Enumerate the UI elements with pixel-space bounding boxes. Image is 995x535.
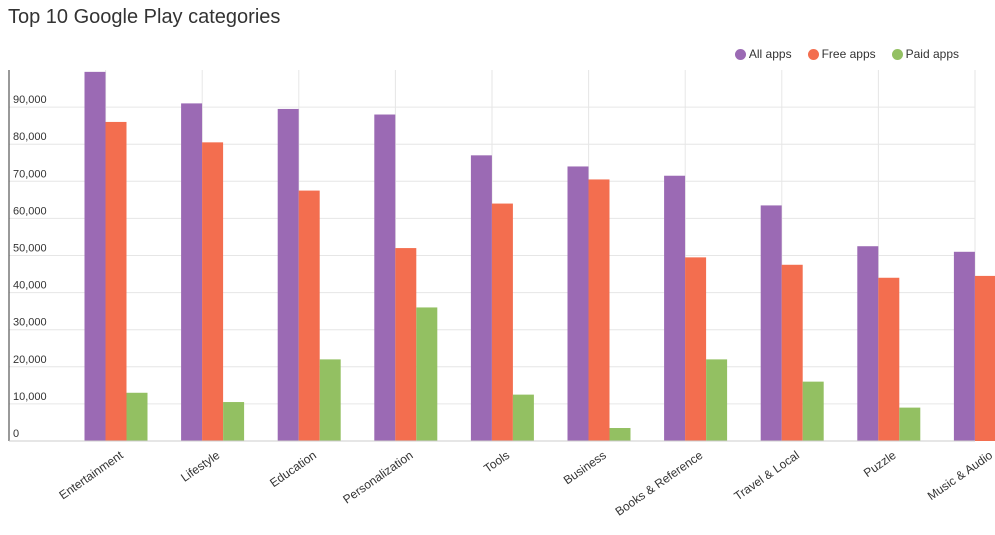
bar-all-apps[interactable] (374, 114, 396, 442)
bar-free-apps[interactable] (781, 264, 803, 441)
bar-all-apps[interactable] (664, 175, 686, 442)
bar-paid-apps[interactable] (319, 359, 341, 441)
x-tick-label: Lifestyle (178, 448, 222, 485)
bar-free-apps[interactable] (298, 190, 320, 441)
legend-item-free-apps[interactable]: Free apps (807, 47, 876, 61)
bar-free-apps[interactable] (685, 257, 707, 441)
chart-title: Top 10 Google Play categories (8, 6, 281, 28)
x-tick-label: Entertainment (56, 448, 126, 503)
y-tick-label: 20,000 (13, 354, 47, 366)
bar-all-apps[interactable] (470, 155, 492, 441)
legend-label-paid-apps: Paid apps (905, 47, 959, 61)
x-tick-label: Business (561, 448, 609, 487)
bar-all-apps[interactable] (567, 166, 589, 441)
legend-swatch-paid-apps (891, 48, 903, 60)
y-tick-label: 80,000 (13, 131, 47, 143)
bar-all-apps[interactable] (760, 205, 782, 441)
bar-all-apps[interactable] (953, 251, 975, 441)
x-tick-label: Education (267, 448, 319, 490)
bar-all-apps[interactable] (84, 71, 106, 441)
bar-free-apps[interactable] (395, 248, 417, 441)
bar-free-apps[interactable] (491, 203, 513, 441)
y-tick-label: 70,000 (13, 168, 47, 180)
bar-paid-apps[interactable] (126, 392, 148, 441)
chart-legend: All apps Free apps Paid apps (734, 47, 959, 61)
y-tick-label: 10,000 (13, 391, 47, 403)
bar-paid-apps[interactable] (609, 428, 631, 441)
y-tick-label: 40,000 (13, 280, 47, 292)
bar-all-apps[interactable] (277, 108, 299, 441)
x-tick-label: Travel & Local (731, 448, 802, 503)
y-tick-label: 0 (13, 428, 19, 440)
x-tick-label: Puzzle (861, 448, 899, 480)
bar-all-apps[interactable] (181, 103, 203, 441)
legend-swatch-all-apps (734, 48, 746, 60)
legend-label-all-apps: All apps (748, 47, 792, 61)
bar-all-apps[interactable] (857, 246, 879, 441)
bar-free-apps[interactable] (974, 275, 995, 441)
x-tick-label: Personalization (340, 448, 415, 507)
bars (84, 71, 995, 442)
y-tick-label: 90,000 (13, 94, 47, 106)
bar-paid-apps[interactable] (223, 402, 245, 441)
bar-paid-apps[interactable] (899, 407, 921, 441)
bar-paid-apps[interactable] (706, 359, 728, 441)
y-axis-ticks: 0 10,000 20,000 30,000 40,000 50,000 60,000 70,… (13, 94, 47, 440)
y-tick-label: 60,000 (13, 205, 47, 217)
x-tick-label: Music & Audio (925, 448, 995, 503)
bar-free-apps[interactable] (202, 142, 224, 441)
x-axis-ticks: Entertainment Lifestyle Education Personali… (56, 448, 995, 519)
bar-paid-apps[interactable] (802, 381, 824, 441)
legend-item-all-apps[interactable]: All apps (734, 47, 792, 61)
x-tick-label: Tools (481, 448, 512, 476)
bar-paid-apps[interactable] (416, 307, 438, 441)
legend-swatch-free-apps (807, 48, 819, 60)
bar-free-apps[interactable] (878, 277, 900, 441)
legend-label-free-apps: Free apps (821, 47, 876, 61)
y-tick-label: 30,000 (13, 317, 47, 329)
y-tick-label: 50,000 (13, 243, 47, 255)
legend-item-paid-apps[interactable]: Paid apps (891, 47, 959, 61)
bar-free-apps[interactable] (588, 179, 610, 441)
bar-free-apps[interactable] (105, 121, 127, 441)
x-tick-label: Books & Reference (613, 448, 706, 519)
bar-paid-apps[interactable] (512, 394, 534, 441)
